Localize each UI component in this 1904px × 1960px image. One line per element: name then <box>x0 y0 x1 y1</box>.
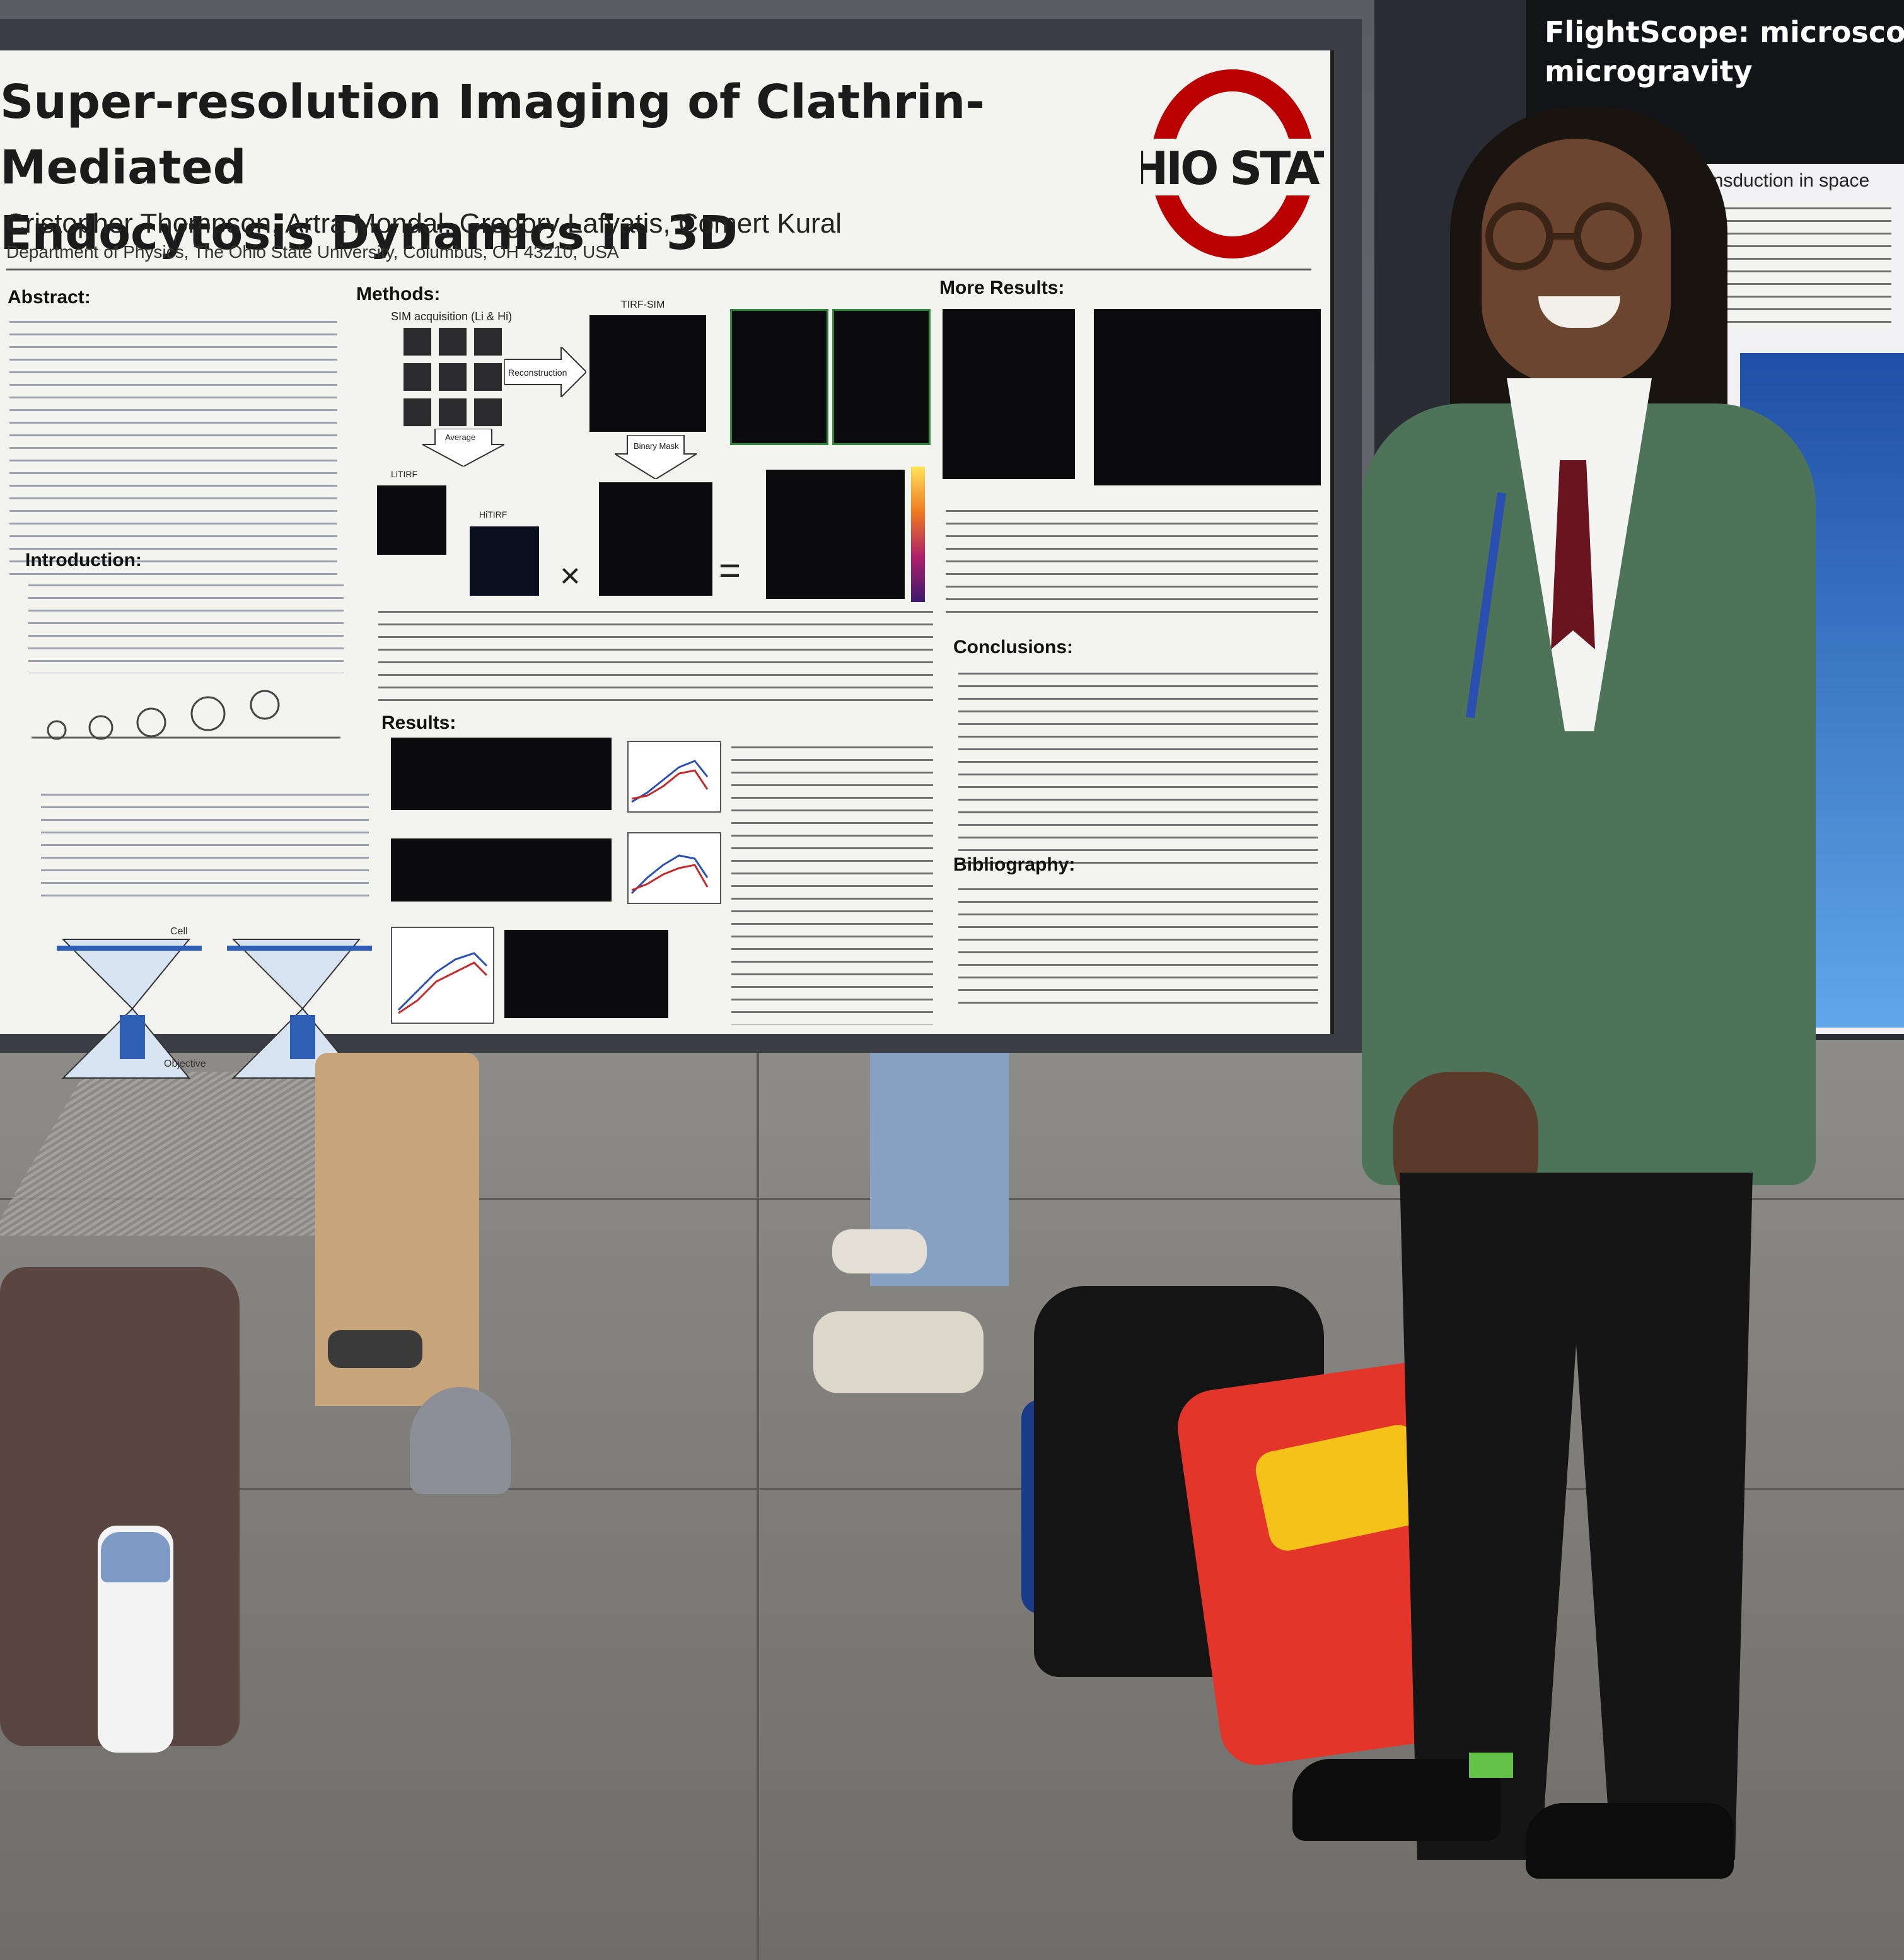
abstract-text <box>9 315 337 580</box>
poster-affiliation: Department of Physics, The Ohio State Un… <box>6 242 619 262</box>
more-results-montage-a <box>943 309 1075 479</box>
hitirf-label: HiTIRF <box>479 509 508 519</box>
conclusions-text <box>958 667 1318 869</box>
svg-text:Reconstruction: Reconstruction <box>508 368 567 378</box>
binary-mask-image <box>599 482 712 596</box>
introduction-heading: Introduction: <box>25 550 142 571</box>
neighbor-poster-subheading: ansduction in space <box>1702 170 1870 191</box>
introduction-text <box>28 579 344 673</box>
results-plot-3 <box>391 927 494 1024</box>
presenter-tie <box>1551 460 1595 649</box>
presenter-shoe-left <box>1292 1759 1501 1841</box>
sneaker-white <box>832 1229 927 1273</box>
tirf-sim-image <box>589 315 706 432</box>
presenter-green-sock <box>1469 1753 1513 1778</box>
equals-symbol: = <box>719 549 741 591</box>
svg-text:Binary Mask: Binary Mask <box>634 441 679 451</box>
multiply-symbol: × <box>560 555 581 595</box>
neighbor-poster-title: FlightScope: microscop microgravity <box>1545 15 1904 88</box>
results-montage-3 <box>504 930 668 1018</box>
poster-title: Super-resolution Imaging of Clathrin-Med… <box>0 75 985 260</box>
bibliography-heading: Bibliography: <box>953 854 1076 875</box>
litirf-image <box>377 485 446 555</box>
hitirf-image <box>470 526 539 596</box>
results-montage-2 <box>391 838 612 902</box>
presenter-face <box>1482 139 1671 385</box>
results-montage-1 <box>391 738 612 810</box>
more-results-montage-b <box>1094 309 1321 485</box>
reconstruction-arrow: Reconstruction <box>504 347 586 397</box>
sneaker-grey <box>410 1387 511 1494</box>
presenter-shoe-right <box>1526 1803 1734 1879</box>
more-results-caption <box>946 504 1318 615</box>
clathrin-pit-diagram <box>32 690 340 740</box>
sim-acquisition-grid <box>403 328 502 426</box>
neighbor-poster-text <box>1715 202 1891 328</box>
results-heading: Results: <box>381 712 456 733</box>
zoom-panel-right <box>832 309 931 445</box>
sim-acquisition-label: SIM acquisition (Li & Hi) <box>391 310 513 323</box>
litirf-label: LiTIRF <box>391 469 417 479</box>
results-plot-1 <box>627 741 721 813</box>
presenter-glasses <box>1485 202 1642 270</box>
cell-label: Cell <box>170 926 188 937</box>
results-plot-2 <box>627 832 721 904</box>
conclusions-heading: Conclusions: <box>953 637 1074 658</box>
floor-seam <box>0 1488 1904 1490</box>
results-text <box>731 741 933 1024</box>
floor-seam <box>757 1047 759 1960</box>
binary-mask-arrow: Binary Mask <box>615 435 697 479</box>
sneaker-white-2 <box>813 1311 984 1393</box>
ohio-state-logo: OHIO STATE <box>1141 69 1324 258</box>
methods-heading: Methods: <box>356 284 441 304</box>
objective-label: Objective <box>164 1058 206 1069</box>
logo-text: OHIO STATE <box>1141 142 1324 195</box>
zoom-panel-left <box>730 309 828 445</box>
water-bottle-cap <box>101 1532 170 1582</box>
poster: Super-resolution Imaging of Clathrin-Med… <box>0 50 1334 1079</box>
abstract-heading: Abstract: <box>8 287 91 308</box>
bibliography-text <box>958 883 1318 1009</box>
tirf-sim-label: TIRF-SIM <box>621 299 665 310</box>
method-text <box>41 788 369 902</box>
more-results-heading: More Results: <box>939 277 1065 298</box>
average-arrow: Average <box>422 429 504 467</box>
z-index-colorbar <box>911 467 925 602</box>
poster-header-rule <box>6 269 1311 270</box>
svg-text:Average: Average <box>445 432 475 442</box>
z-index-map <box>766 470 905 599</box>
methods-caption <box>378 605 933 709</box>
shoe-dark <box>328 1330 422 1368</box>
poster-authors: Cristopher Thompson, Artra Mondal, Grego… <box>5 208 842 239</box>
